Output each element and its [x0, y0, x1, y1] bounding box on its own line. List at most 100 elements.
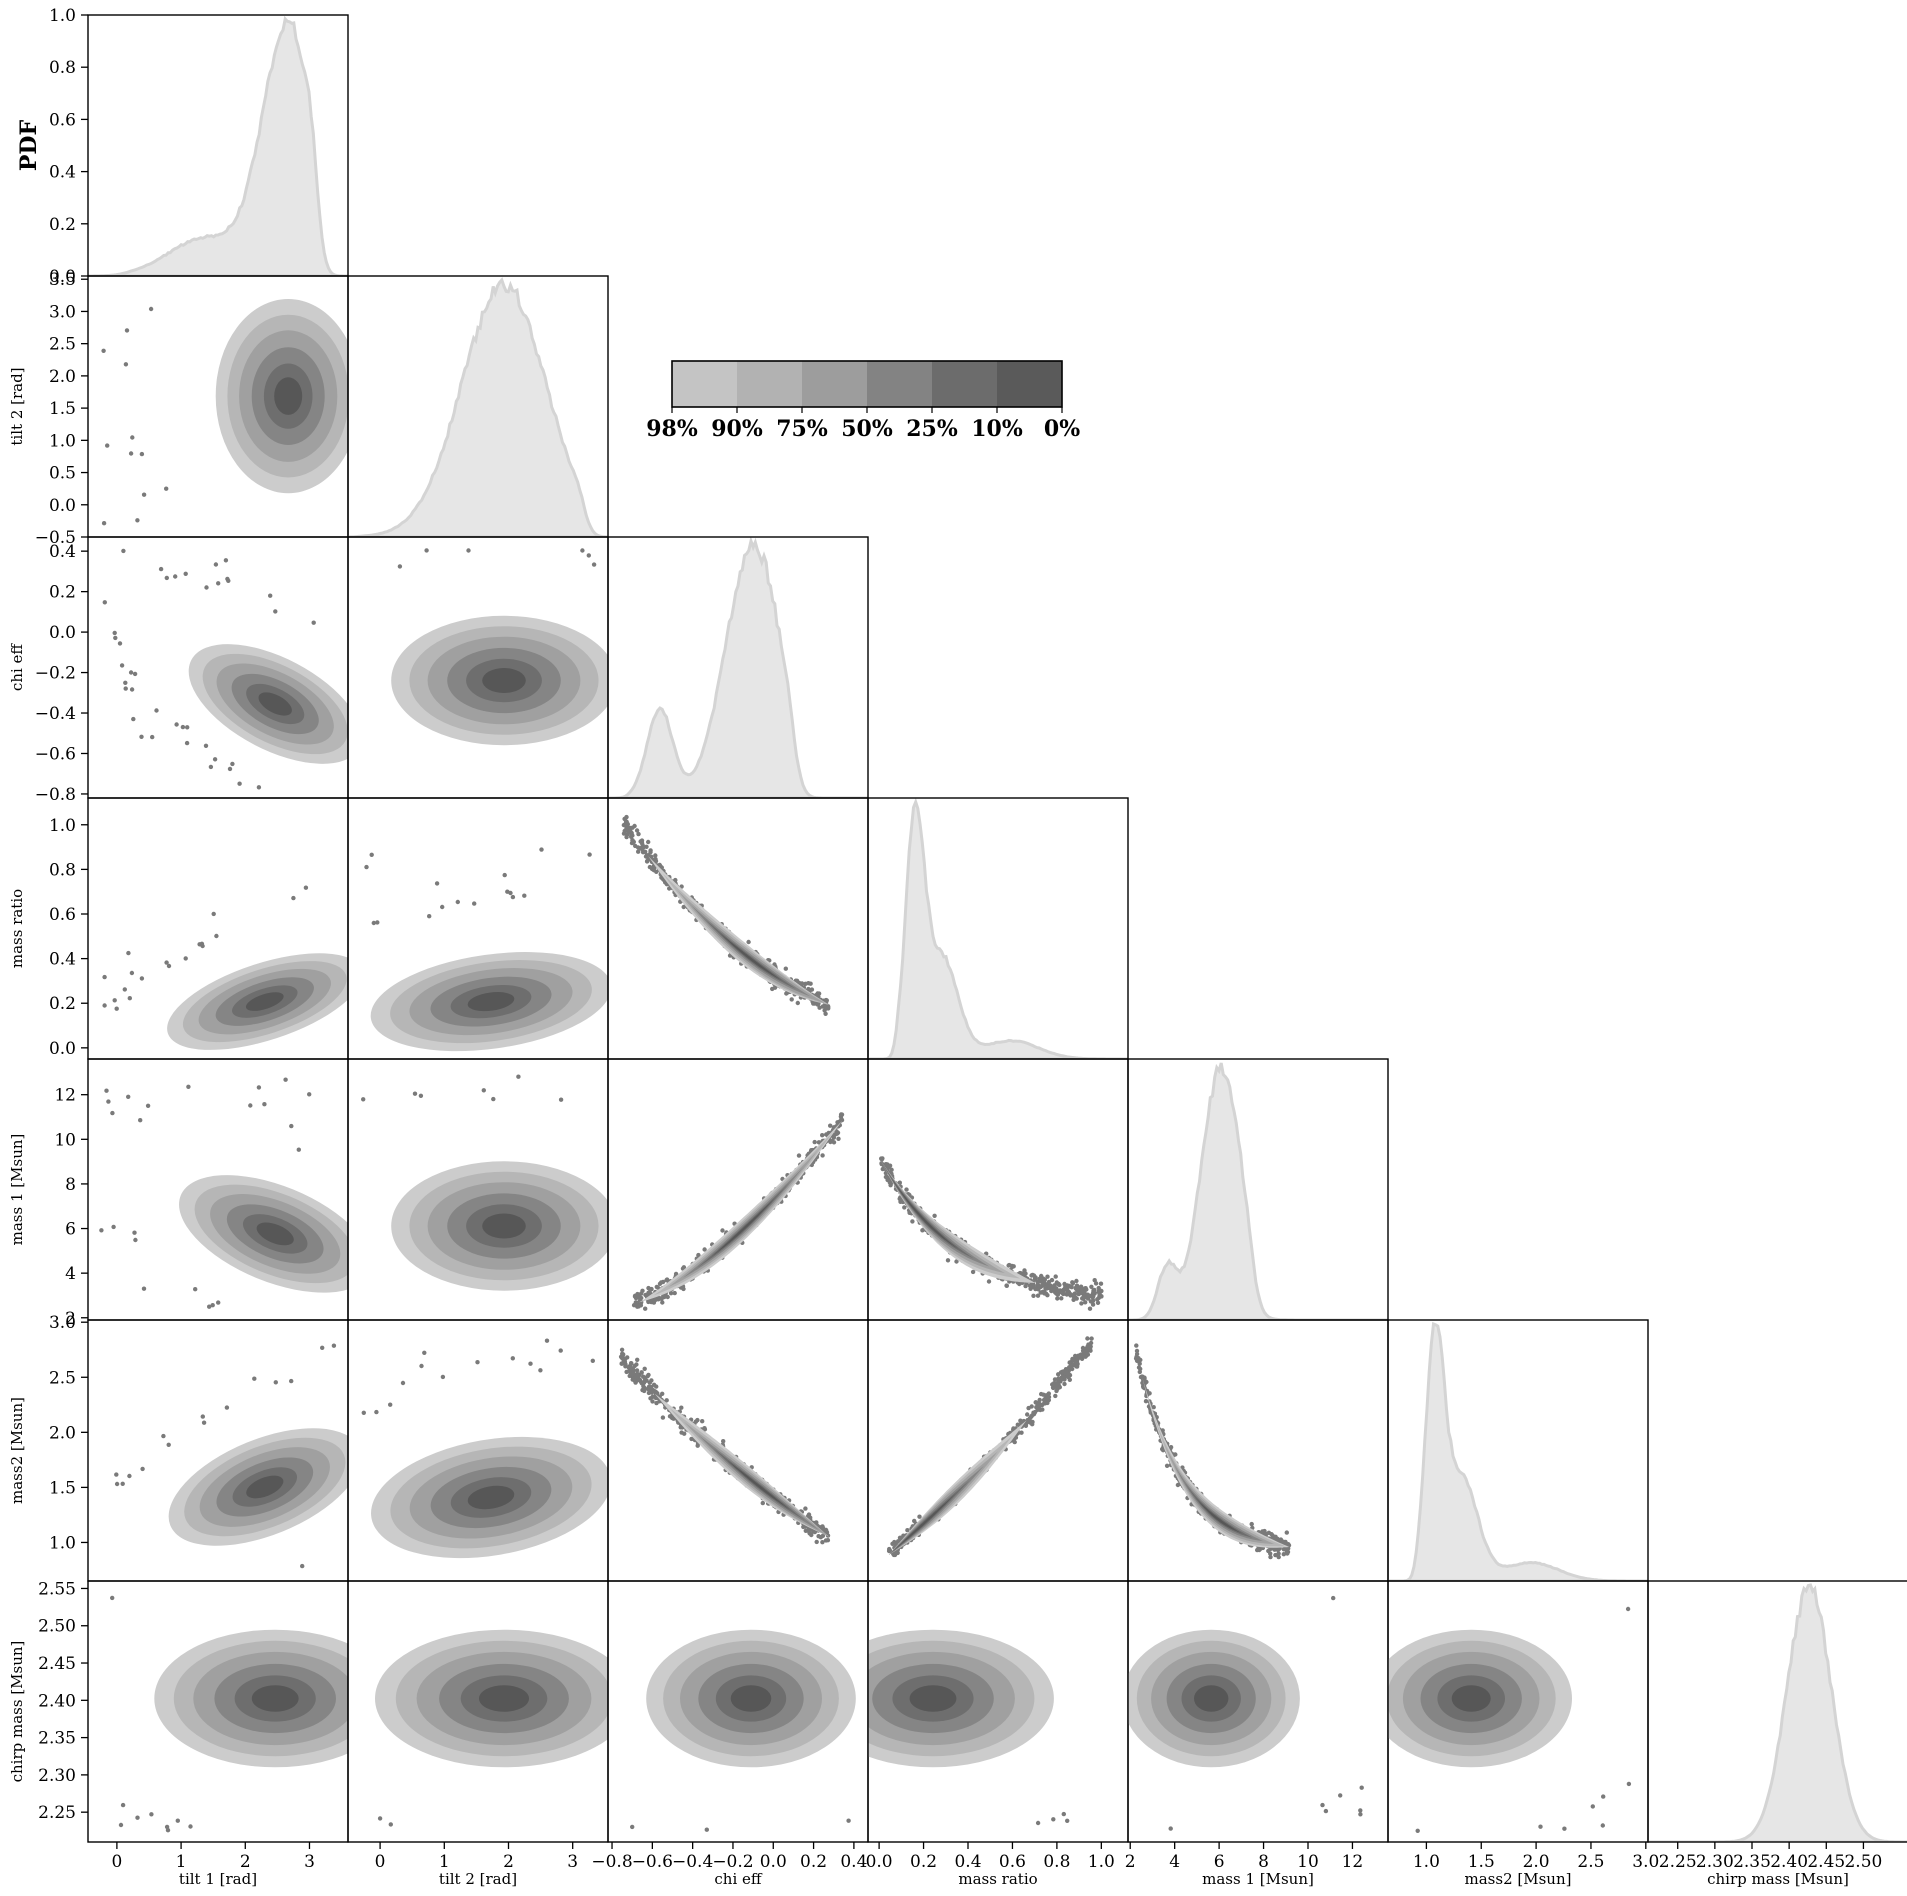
x-tick-label: 1: [176, 1852, 187, 1872]
y-axis-label-chirp_mass: chirp mass [Msun]: [8, 1641, 26, 1783]
histogram-chi_eff: [608, 537, 868, 798]
y-tick-label: 1.0: [49, 1533, 76, 1553]
y-tick-label: 0.4: [49, 950, 76, 970]
colorbar-label: 0%: [1044, 416, 1080, 442]
panel-chirp_mass-mass_1: [1127, 1580, 1389, 1843]
panel-tilt_2-tilt_2: [347, 275, 609, 538]
y-tick-label: 1.5: [49, 1478, 76, 1498]
histogram-mass_1: [1128, 1062, 1388, 1320]
panel-chi_eff-tilt_2: [347, 536, 609, 799]
panel-mass_1-mass_1: [1127, 1058, 1389, 1321]
panel-chirp_mass-mass2: [1387, 1580, 1649, 1843]
y-tick-label: 0.2: [49, 215, 76, 235]
y-tick-label: 12: [54, 1086, 76, 1106]
panel-mass_ratio-mass_ratio: [867, 797, 1129, 1060]
y-tick-label: 0.8: [49, 58, 76, 78]
y-tick-label: 2.0: [49, 1423, 76, 1443]
panel-chi_eff-chi_eff: [607, 536, 869, 799]
panel-mass_ratio-chi_eff: [607, 797, 869, 1060]
panel-chirp_mass-chi_eff: [607, 1580, 869, 1843]
x-axis-label-mass_ratio: mass ratio: [958, 1870, 1037, 1888]
y-tick-label: −0.4: [35, 704, 76, 724]
y-tick-label: 0.6: [49, 110, 76, 130]
histogram-mass_ratio: [868, 798, 1128, 1059]
panel-mass_ratio-tilt_1: [87, 797, 349, 1060]
y-tick-label: 0.0: [49, 267, 76, 287]
colorbar-segment: [802, 361, 868, 407]
y-tick-label: 6: [65, 1220, 76, 1240]
y-tick-label: 0.6: [49, 905, 76, 925]
panel-mass2-mass_ratio: [867, 1319, 1129, 1582]
y-tick-label: 3.0: [49, 302, 76, 322]
x-tick-label: 0.4: [954, 1852, 981, 1872]
y-tick-label: 0.0: [49, 1039, 76, 1059]
colorbar-label: 75%: [776, 416, 828, 442]
panel-mass_1-chi_eff: [607, 1058, 869, 1321]
y-axis-label-chi_eff: chi eff: [8, 643, 26, 692]
x-tick-label: 1.0: [1413, 1852, 1440, 1872]
x-axis-label-chi_eff: chi eff: [714, 1870, 763, 1888]
x-tick-label: 0.0: [866, 1852, 893, 1872]
y-tick-label: 2.5: [49, 1368, 76, 1388]
panel-chi_eff-tilt_1: [87, 536, 349, 799]
y-tick-label: 2.40: [38, 1691, 76, 1711]
x-tick-label: 2.25: [1659, 1852, 1697, 1872]
x-tick-label: 0.4: [840, 1852, 867, 1872]
y-tick-label: −0.5: [35, 528, 76, 548]
y-tick-label: 0.5: [49, 464, 76, 484]
y-tick-label: 2.45: [38, 1654, 76, 1674]
x-tick-label: 0: [375, 1852, 386, 1872]
colorbar-segment: [867, 361, 933, 407]
panel-mass2-tilt_2: [347, 1319, 609, 1582]
x-tick-label: 10: [1297, 1852, 1319, 1872]
colorbar-label: 50%: [841, 416, 893, 442]
y-tick-label: 1.5: [49, 399, 76, 419]
x-tick-label: 1: [439, 1852, 450, 1872]
y-tick-label: 2.25: [38, 1803, 76, 1823]
x-tick-label: 1.5: [1468, 1852, 1495, 1872]
x-tick-label: −0.2: [712, 1852, 753, 1872]
x-tick-label: −0.8: [591, 1852, 632, 1872]
colorbar-segment: [737, 361, 803, 407]
x-tick-label: 1.0: [1088, 1852, 1115, 1872]
panel-mass_1-tilt_1: [87, 1058, 349, 1321]
y-tick-label: 10: [54, 1130, 76, 1150]
y-tick-label: 1.0: [49, 6, 76, 26]
y-tick-label: 3.0: [49, 1313, 76, 1333]
x-tick-label: 2.35: [1733, 1852, 1771, 1872]
x-axis-label-mass_1: mass 1 [Msun]: [1202, 1870, 1314, 1888]
colorbar-label: 10%: [971, 416, 1023, 442]
x-tick-label: 2.5: [1577, 1852, 1604, 1872]
x-tick-label: 2: [1125, 1852, 1136, 1872]
x-tick-label: 0: [111, 1852, 122, 1872]
y-tick-label: 1.0: [49, 816, 76, 836]
y-tick-label: 0.0: [49, 623, 76, 643]
colorbar-segment: [997, 361, 1063, 407]
y-tick-label: 0.0: [49, 496, 76, 516]
y-tick-label: 8: [65, 1175, 76, 1195]
panel-mass2-chi_eff: [607, 1319, 869, 1582]
x-tick-label: 0.0: [760, 1852, 787, 1872]
colorbar-segment: [672, 361, 738, 407]
x-axis-label-mass2: mass2 [Msun]: [1465, 1870, 1572, 1888]
histogram-chirp_mass: [1648, 1583, 1907, 1842]
panel-mass2-mass_1: [1127, 1319, 1389, 1582]
x-tick-label: 0.8: [1043, 1852, 1070, 1872]
panel-chirp_mass-mass_ratio: [867, 1580, 1129, 1843]
y-axis-label-tilt_2: tilt 2 [rad]: [8, 367, 26, 445]
x-tick-label: 0.2: [910, 1852, 937, 1872]
y-tick-label: 2.30: [38, 1766, 76, 1786]
x-tick-label: 0.2: [800, 1852, 827, 1872]
x-tick-label: −0.4: [672, 1852, 713, 1872]
pdf-axis-label: PDF: [16, 120, 42, 172]
y-tick-label: 4: [65, 1264, 76, 1284]
panel-chirp_mass-tilt_2: [347, 1580, 609, 1843]
x-tick-label: 4: [1169, 1852, 1180, 1872]
panel-chirp_mass-chirp_mass: [1647, 1580, 1907, 1843]
panel-mass2-mass2: [1387, 1319, 1649, 1582]
x-tick-label: 2.50: [1844, 1852, 1882, 1872]
y-tick-label: 2.55: [38, 1579, 76, 1599]
colorbar: 98% 90% 75% 50% 25% 10% 0%: [646, 360, 1080, 442]
x-tick-label: 2.40: [1770, 1852, 1808, 1872]
panel-mass_ratio-tilt_2: [347, 797, 609, 1060]
